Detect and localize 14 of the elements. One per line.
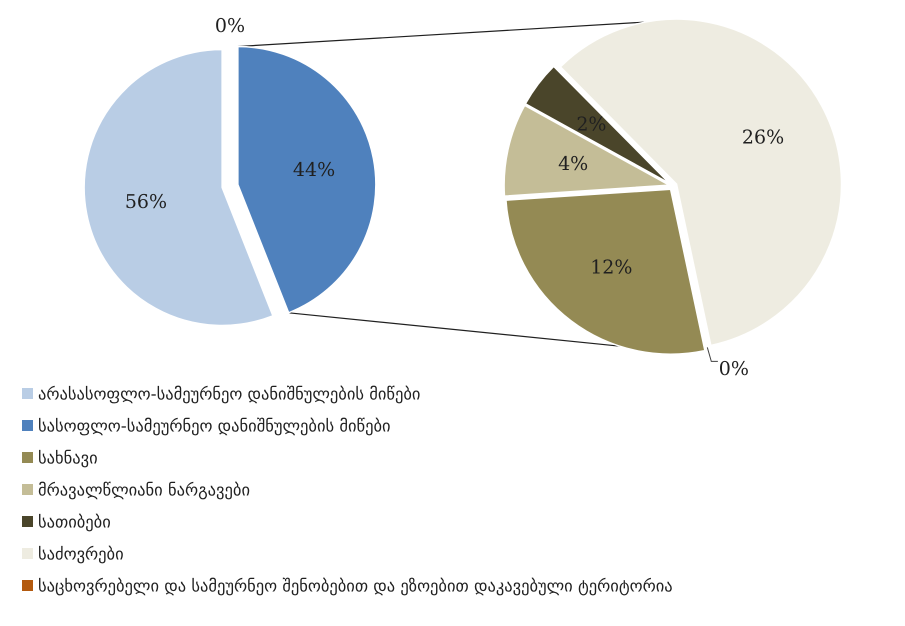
legend-label: სასოფლო-სამეურნეო დანიშნულების მიწები — [38, 416, 391, 436]
data-label: 26% — [742, 126, 784, 148]
data-label: 4% — [558, 152, 588, 175]
text: 0% — [718, 358, 749, 380]
legend-label: საცხოვრებელი და სამეურნეო შენობებით და ეზოებით დაკავებული ტერიტორია — [38, 576, 673, 596]
text: 0% — [214, 15, 246, 37]
legend-label: სათიბები — [38, 512, 111, 532]
legend-label: მრავალწლიანი ნარგავები — [38, 480, 250, 500]
legend-label: სახნავი — [38, 448, 98, 468]
data-label: 56% — [124, 191, 168, 214]
data-label: 12% — [590, 256, 632, 279]
legend-label: არასასოფლო-სამეურნეო დანიშნულების მიწები — [38, 384, 420, 404]
data-label: 44% — [292, 158, 336, 181]
legend-label: საძოვრები — [38, 544, 124, 564]
